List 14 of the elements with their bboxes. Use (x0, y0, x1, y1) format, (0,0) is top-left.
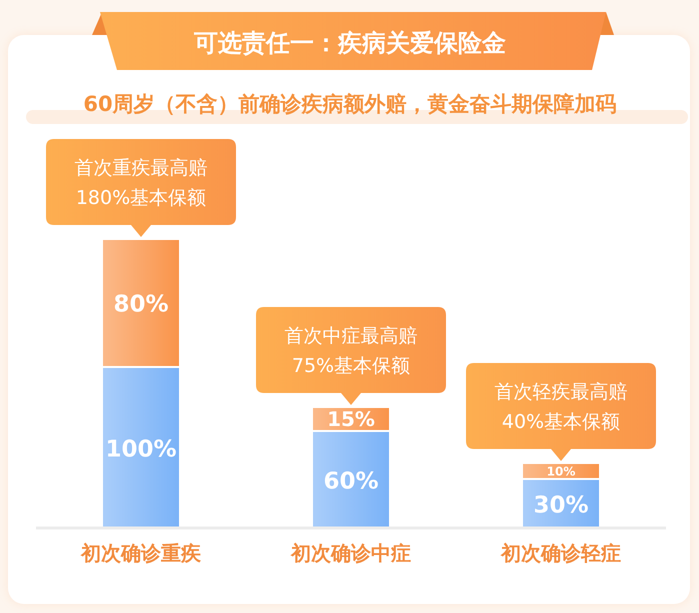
x-tick-label: 初次确诊轻症 (500, 541, 621, 566)
x-tick-label: 初次确诊重疾 (80, 541, 201, 566)
data-label: 10% (546, 464, 576, 478)
chart-subtitle: 60周岁（不含）前确诊疾病额外赔，黄金奋斗期保障加码 (82, 91, 618, 118)
chart-title: 可选责任一：疾病关爱保险金 (193, 28, 507, 59)
data-label: 15% (327, 407, 375, 432)
data-label: 30% (533, 492, 589, 518)
data-label: 60% (323, 468, 379, 494)
x-tick-label: 初次确诊中症 (290, 541, 411, 566)
annotation: 首次中症最高赔 75%基本保额 (284, 325, 418, 377)
annotation: 首次重疾最高赔 180%基本保额 (74, 157, 208, 209)
data-label: 100% (105, 436, 177, 462)
annotation: 首次轻疾最高赔 40%基本保额 (494, 381, 628, 433)
data-label: 80% (113, 291, 169, 318)
